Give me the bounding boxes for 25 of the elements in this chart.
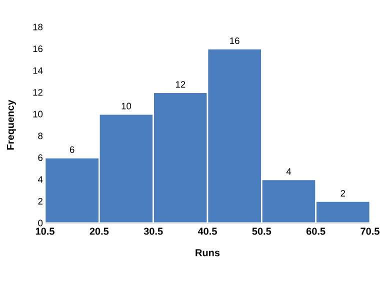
y-axis-title: Frequency	[6, 100, 16, 150]
y-tick-label: 16	[33, 45, 43, 52]
data-label: 6	[70, 146, 74, 153]
y-tick-label: 0	[38, 220, 43, 226]
y-tick-label: 14	[33, 67, 43, 74]
data-label: 4	[286, 168, 292, 175]
x-tick-label: 30.5	[144, 228, 163, 235]
x-tick-label: 70.5	[360, 228, 380, 235]
y-tick-label: 4	[38, 176, 43, 183]
x-axis-title: Runs	[196, 249, 220, 256]
y-tick-label: 12	[33, 89, 42, 96]
data-label: 10	[122, 102, 132, 110]
x-tick-label: 20.5	[90, 228, 109, 235]
y-tick-label: 18	[33, 24, 43, 30]
y-tick-label: 10	[33, 110, 43, 118]
x-tick-label: 60.5	[306, 228, 326, 235]
y-tick-label: 6	[38, 154, 43, 161]
x-tick-label: 10.5	[36, 228, 54, 235]
y-tick-label: 2	[38, 198, 42, 204]
x-tick-label: 50.5	[252, 228, 272, 235]
x-tick-label: 40.5	[198, 228, 217, 235]
data-label: 12	[176, 81, 186, 88]
data-label: 2	[340, 190, 346, 196]
data-label: 16	[230, 37, 240, 44]
y-tick-label: 8	[38, 132, 43, 140]
